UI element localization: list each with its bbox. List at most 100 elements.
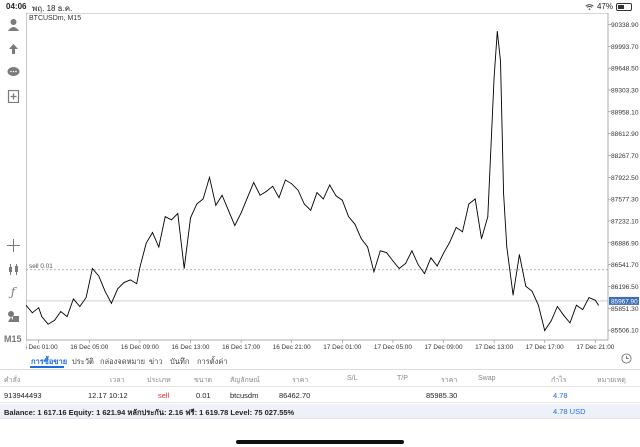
- price-point: [234, 225, 236, 226]
- price-point: [582, 309, 584, 311]
- price-point: [386, 252, 387, 254]
- x-tick-label: 17 Dec 09:00: [425, 344, 463, 350]
- price-point: [136, 283, 138, 285]
- current-price-tag: [609, 296, 639, 305]
- tab-mailbox[interactable]: กล่องจดหมาย: [100, 357, 146, 366]
- left-toolbar: ƒ M15: [0, 13, 27, 350]
- price-point: [538, 304, 539, 306]
- y-tick-label: 89303.30: [611, 87, 639, 94]
- indicator-icon[interactable]: ƒ: [10, 285, 16, 299]
- positions-header: คำสั่ง เวลา ประเภท ขนาด สัญลักษณ์ ราคา S…: [0, 373, 640, 385]
- tab-history[interactable]: ประวัติ: [72, 357, 94, 366]
- y-tick-label: 85851.30: [611, 306, 639, 313]
- price-point: [98, 275, 100, 277]
- price-point: [60, 311, 62, 312]
- x-tick-label: 16 Dec 21:00: [273, 344, 311, 350]
- price-point: [265, 190, 267, 192]
- price-point: [588, 297, 590, 299]
- balance-summary: Balance: 1 617.16 Equity: 1 621.94 หลักป…: [4, 408, 295, 417]
- price-point: [79, 306, 81, 307]
- price-point: [462, 231, 463, 233]
- col-profit: กำไร: [551, 377, 567, 384]
- price-point: [417, 264, 419, 266]
- tab-settings[interactable]: การตั้งค่า: [197, 357, 228, 366]
- x-tick-label: 16 Dec 17:00: [222, 344, 260, 350]
- trade-arrows-icon[interactable]: [6, 41, 20, 55]
- y-tick-label: 89993.70: [611, 44, 639, 51]
- price-point: [92, 268, 93, 269]
- y-tick-label: 88958.10: [611, 109, 639, 116]
- price-point: [129, 279, 131, 281]
- price-point: [152, 232, 153, 233]
- price-point: [500, 60, 501, 62]
- order-time: 12.17 10:12: [88, 391, 128, 400]
- col-current-price: ราคา: [441, 377, 458, 384]
- bottom-tabs: การซื้อขาย ประวัติ กล่องจดหมาย ข่าว บันท…: [0, 351, 640, 370]
- y-tick-label: 85506.10: [611, 328, 639, 335]
- active-tab-indicator: [30, 366, 64, 368]
- y-tick-label: 87232.10: [611, 218, 639, 225]
- row-divider: [0, 402, 640, 403]
- price-point: [117, 288, 119, 290]
- order-profit: 4.78: [553, 391, 568, 400]
- price-point: [594, 299, 596, 301]
- price-point: [202, 198, 204, 200]
- price-point: [158, 246, 160, 248]
- user-icon[interactable]: [6, 17, 20, 31]
- candlestick-icon[interactable]: [6, 262, 20, 276]
- price-chart[interactable]: 90338.90 89993.70 89648.50 89303.30 88958.10…: [26, 13, 640, 350]
- col-swap: Swap: [478, 375, 496, 382]
- timeframe-button[interactable]: M15: [4, 334, 22, 344]
- price-point: [73, 298, 74, 300]
- price-point: [449, 241, 451, 243]
- price-series-line: [26, 31, 599, 332]
- tab-news[interactable]: ข่าว: [149, 357, 163, 366]
- price-point: [598, 304, 599, 306]
- price-point: [41, 316, 43, 317]
- price-point: [379, 250, 381, 252]
- tab-journal[interactable]: บันทึก: [170, 357, 190, 366]
- price-point: [297, 189, 299, 191]
- x-tick-label: 16 Dec 09:00: [121, 344, 159, 350]
- price-point: [209, 177, 210, 178]
- x-tick-label: 17 Dec 13:00: [475, 344, 513, 350]
- col-comment: หมายเหตุ: [597, 377, 626, 384]
- col-volume: ขนาด: [194, 377, 213, 384]
- price-point: [329, 184, 331, 186]
- order-open-price: 86462.70: [279, 391, 311, 400]
- price-point: [424, 273, 425, 274]
- new-order-icon[interactable]: [6, 89, 20, 103]
- col-tp: T/P: [397, 375, 408, 382]
- price-point: [569, 322, 571, 324]
- price-point: [348, 216, 350, 218]
- clock-icon[interactable]: [621, 353, 632, 364]
- balance-divider: [0, 418, 640, 419]
- crosshair-icon[interactable]: [6, 238, 20, 252]
- price-point: [303, 203, 305, 205]
- price-point: [85, 297, 87, 299]
- order-current-price: 85985.30: [426, 391, 458, 400]
- price-point: [310, 209, 312, 211]
- price-point: [171, 219, 172, 221]
- x-tick-label: 16 Dec 05:00: [70, 344, 108, 350]
- status-right: 47%: [585, 2, 632, 11]
- x-tick-label: 16 Dec 01:00: [26, 344, 58, 350]
- sell-order-label: sell 0.01: [29, 263, 53, 270]
- chart-canvas[interactable]: 90338.90 89993.70 89648.50 89303.30 88958.10…: [26, 13, 640, 350]
- price-point: [177, 213, 179, 214]
- price-point: [398, 268, 400, 269]
- order-type: sell: [158, 391, 170, 400]
- price-point: [316, 192, 318, 194]
- table-row[interactable]: 913944493 12.17 10:12 sell 0.01 btcusdm …: [0, 388, 640, 402]
- status-date: พฤ. 18 ธ.ค.: [32, 4, 73, 13]
- price-point: [341, 199, 343, 201]
- objects-icon[interactable]: [6, 309, 20, 323]
- price-points: [26, 30, 599, 331]
- tab-trade[interactable]: การซื้อขาย: [31, 357, 68, 366]
- order-id: 913944493: [4, 391, 42, 400]
- price-point: [367, 246, 369, 248]
- home-indicator[interactable]: [236, 440, 404, 444]
- chat-icon[interactable]: [6, 65, 20, 79]
- price-point: [496, 30, 498, 32]
- price-point: [196, 203, 198, 205]
